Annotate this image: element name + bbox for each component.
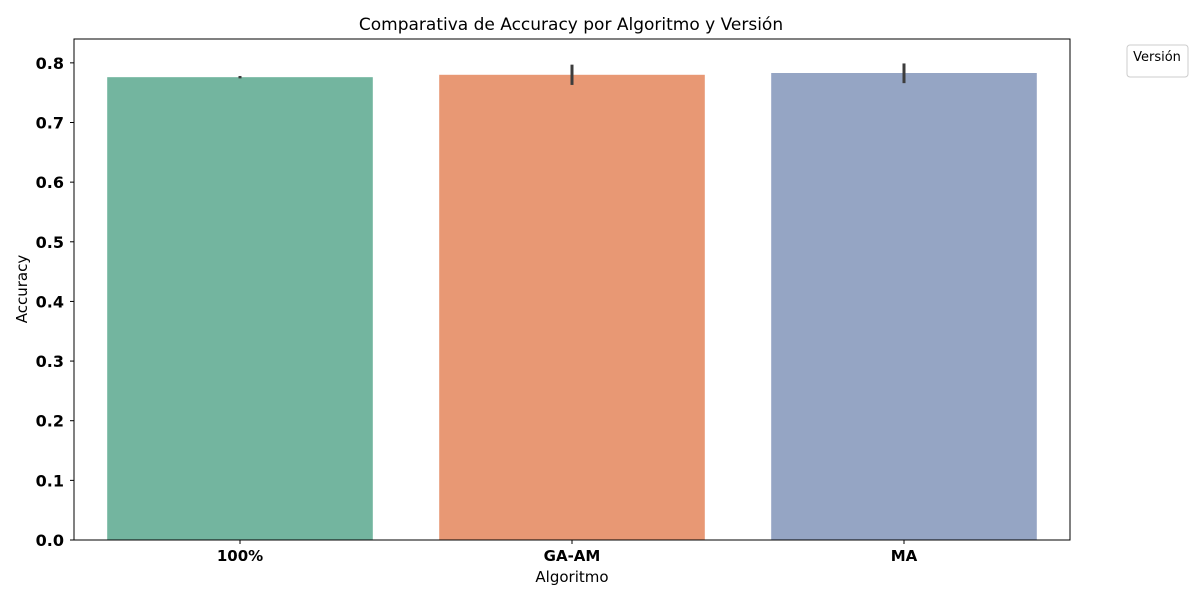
bar-100 [107,77,373,541]
y-tick-label: 0.3 [36,352,64,371]
y-axis: 0.0 0.1 0.2 0.3 0.4 0.5 0.6 0.7 0.8 [36,54,74,550]
y-tick-label: 0.6 [36,173,64,192]
y-tick-label: 0.8 [36,54,64,73]
errorbars-layer [238,63,906,85]
chart-title: Comparativa de Accuracy por Algoritmo y … [359,15,783,35]
y-tick-label: 0.4 [36,292,64,311]
y-axis-label: Accuracy [13,255,31,324]
y-tick-label: 0.7 [36,114,64,133]
y-tick-label: 0.0 [36,531,64,550]
x-tick-label: 100% [217,547,263,565]
y-tick-label: 0.1 [36,471,64,490]
x-tick-label: MA [891,547,918,565]
y-tick-label: 0.5 [36,233,64,252]
x-tick-label: GA-AM [544,547,601,565]
bar-ma [771,73,1037,540]
legend-title: Versión [1133,50,1181,65]
x-axis-label: Algoritmo [535,568,608,586]
y-tick-label: 0.2 [36,412,64,431]
legend: Versión [1126,44,1189,78]
legend-box [1126,44,1189,78]
bars-layer [107,73,1037,541]
x-axis: 100% GA-AM MA [217,540,918,565]
bar-ga-am [439,74,705,540]
